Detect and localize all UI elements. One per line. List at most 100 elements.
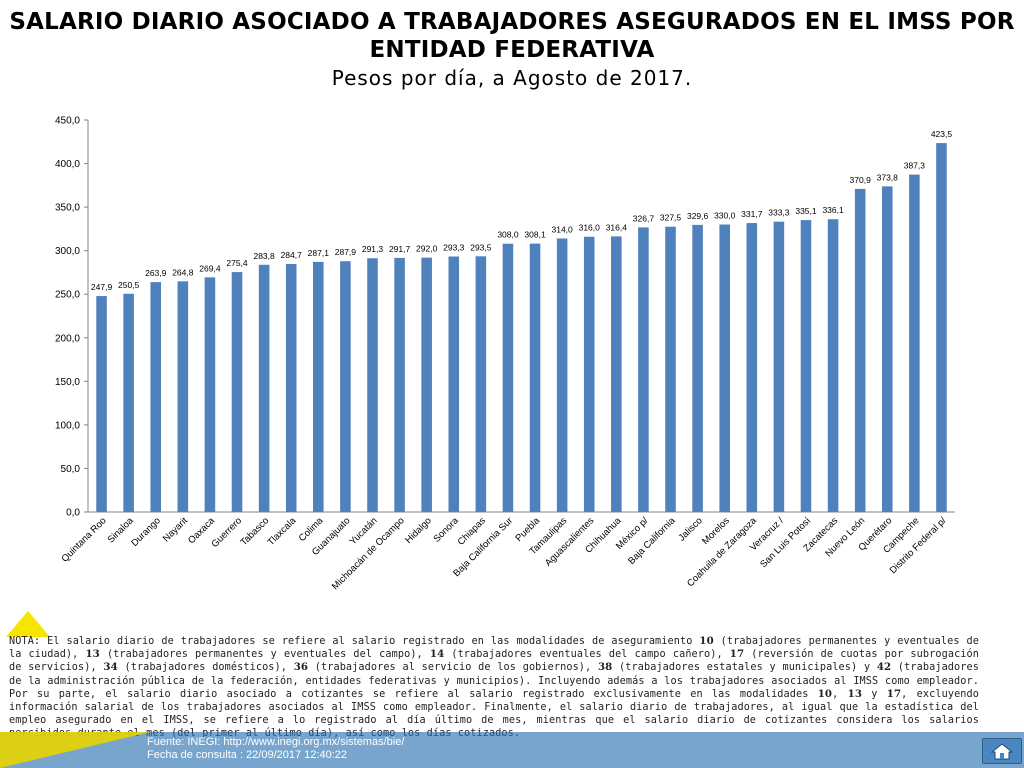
bar <box>502 243 514 512</box>
footer-accent <box>0 732 150 768</box>
note-code: 34 <box>103 661 118 674</box>
value-label: 247,9 <box>91 282 113 292</box>
bar <box>854 188 866 512</box>
y-tick-label: 150,0 <box>55 377 80 388</box>
category-label: Durango <box>129 515 163 549</box>
value-label: 373,8 <box>877 172 899 182</box>
bar <box>583 236 595 512</box>
date-line: Fecha de consulta : 22/09/2017 12:40:22 <box>147 749 347 761</box>
footer-source: Fuente: INEGI: http://www.inegi.org.mx/s… <box>147 736 404 762</box>
bar <box>746 223 758 513</box>
y-tick-label: 300,0 <box>55 246 80 257</box>
value-labels: 247,9 250,5 263,9 264,8 269,4 275,4 283,8 284,7… <box>91 129 952 292</box>
note-segment: (trabajadores permanentes y eventuales d… <box>9 636 979 661</box>
value-label: 291,3 <box>362 244 384 254</box>
note-code: 36 <box>293 661 309 674</box>
y-tick-label: 0,0 <box>66 508 80 519</box>
bar <box>285 263 297 512</box>
note-segment: (trabajadores eventuales del campo cañer… <box>444 649 730 661</box>
value-label: 287,1 <box>308 248 330 258</box>
note-code: 10 <box>699 635 714 647</box>
category-label: Tabasco <box>238 515 271 548</box>
note-segment: (trabajadores al servicio de los gobiern… <box>308 662 598 674</box>
value-label: 333,3 <box>768 208 790 218</box>
bar <box>827 219 839 513</box>
y-tick-label: 200,0 <box>55 333 80 344</box>
value-label: 263,9 <box>145 268 167 278</box>
value-label: 314,0 <box>552 224 574 234</box>
value-label: 327,5 <box>660 213 682 223</box>
value-label: 275,4 <box>226 258 248 268</box>
y-tick-label: 350,0 <box>55 203 80 214</box>
bar <box>800 220 812 512</box>
bar <box>258 264 270 512</box>
note-segment: NOTA: El salario diario de trabajadores … <box>9 636 700 647</box>
value-label: 292,0 <box>416 244 438 254</box>
bar <box>204 277 216 512</box>
bar <box>150 282 162 512</box>
value-label: 335,1 <box>795 206 817 216</box>
bar <box>394 257 405 512</box>
category-label: Guerrero <box>209 515 244 550</box>
value-label: 387,3 <box>904 161 926 171</box>
bar <box>638 227 649 512</box>
value-label: 284,7 <box>281 250 303 260</box>
value-label: 308,1 <box>524 230 546 240</box>
footer-bar <box>0 732 1024 768</box>
bar <box>340 261 351 512</box>
note-code: 13 <box>85 648 100 661</box>
bar <box>96 296 107 512</box>
bar <box>936 143 947 512</box>
bar <box>692 224 703 512</box>
value-label: 283,8 <box>253 251 275 261</box>
note-code: 17 <box>886 687 902 700</box>
title-block: SALARIO DIARIO ASOCIADO A TRABAJADORES A… <box>0 8 1024 91</box>
bar <box>177 281 189 512</box>
category-label: Tlaxcala <box>266 515 299 548</box>
bar <box>556 238 568 512</box>
note-code: 42 <box>876 661 892 674</box>
value-label: 423,5 <box>931 129 953 139</box>
value-label: 264,8 <box>172 267 194 277</box>
bar <box>313 261 324 512</box>
note-code: 10 <box>817 687 833 700</box>
value-label: 293,3 <box>443 243 465 253</box>
note-text: NOTA: El salario diario de trabajadores … <box>9 635 979 741</box>
value-label: 287,9 <box>335 247 357 257</box>
category-label: Nayarit <box>161 515 190 544</box>
value-label: 370,9 <box>850 175 872 185</box>
bar <box>421 257 432 512</box>
chart-title: SALARIO DIARIO ASOCIADO A TRABAJADORES A… <box>9 9 1015 63</box>
bar <box>475 256 487 512</box>
note-segment: (trabajadores domésticos), <box>117 662 294 674</box>
bar <box>665 226 676 512</box>
value-label: 269,4 <box>199 263 221 273</box>
home-icon <box>990 743 1014 760</box>
value-label: 329,6 <box>687 211 709 221</box>
note-segment: (trabajadores permanentes y eventuales d… <box>99 649 430 661</box>
bar <box>448 256 460 512</box>
bar <box>881 186 893 512</box>
value-label: 326,7 <box>633 213 655 223</box>
category-label: Quintana Roo <box>59 515 108 564</box>
value-label: 316,4 <box>606 222 628 232</box>
note-code: 17 <box>729 648 745 661</box>
note-segment: , <box>832 688 848 700</box>
source-line: Fuente: INEGI: http://www.inegi.org.mx/s… <box>147 736 405 748</box>
chart-subtitle: Pesos por día, a Agosto de 2017. <box>331 66 693 90</box>
bar <box>529 243 541 513</box>
category-label: Hidalgo <box>403 515 434 546</box>
bar <box>367 258 378 512</box>
note-segment: (reversión de cuotas por subrogación de … <box>9 649 980 674</box>
value-label: 336,1 <box>822 205 844 215</box>
home-button[interactable] <box>982 738 1022 764</box>
bar <box>611 236 622 513</box>
category-label: Baja California <box>626 515 678 567</box>
bar-chart: 0,0 50,0 100,0 150,0 200,0 250,0 300,0 350,0 400… <box>55 116 955 592</box>
y-tick-label: 100,0 <box>55 420 80 431</box>
y-tick-label: 450,0 <box>55 116 80 127</box>
bar <box>909 174 920 513</box>
value-label: 331,7 <box>741 209 763 219</box>
value-label: 330,0 <box>714 211 736 221</box>
value-label: 316,0 <box>579 223 601 233</box>
